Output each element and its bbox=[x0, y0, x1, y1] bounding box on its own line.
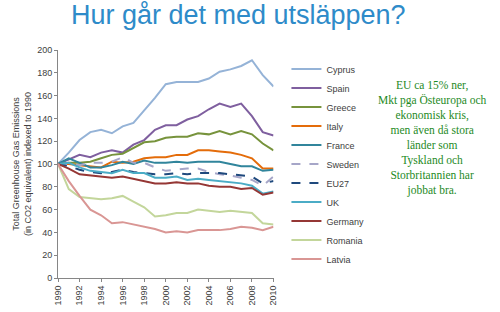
svg-text:Cyprus: Cyprus bbox=[326, 65, 355, 75]
svg-text:140: 140 bbox=[37, 114, 52, 124]
svg-text:180: 180 bbox=[37, 68, 52, 78]
svg-text:160: 160 bbox=[37, 91, 52, 101]
svg-text:1992: 1992 bbox=[74, 286, 84, 306]
svg-text:Romania: Romania bbox=[326, 236, 362, 246]
svg-text:2004: 2004 bbox=[204, 286, 214, 306]
svg-text:Greece: Greece bbox=[326, 103, 356, 113]
svg-text:200: 200 bbox=[37, 45, 52, 55]
svg-text:1996: 1996 bbox=[118, 286, 128, 306]
svg-text:1998: 1998 bbox=[139, 286, 149, 306]
svg-text:Total Greenhouse Gas Emissions: Total Greenhouse Gas Emissions(in CO2 eq… bbox=[11, 92, 33, 236]
svg-text:Spain: Spain bbox=[326, 84, 349, 94]
svg-text:Sweden: Sweden bbox=[326, 160, 359, 170]
svg-text:1990: 1990 bbox=[53, 286, 63, 306]
svg-text:Germany: Germany bbox=[326, 217, 364, 227]
svg-text:France: France bbox=[326, 141, 354, 151]
svg-text:1994: 1994 bbox=[96, 286, 106, 306]
svg-text:EU ca 15% ner,Mkt pga Östeurop: EU ca 15% ner,Mkt pga Östeuropa ochekono… bbox=[378, 79, 487, 197]
svg-text:EU27: EU27 bbox=[326, 179, 349, 189]
svg-text:Italy: Italy bbox=[326, 122, 343, 132]
svg-text:80: 80 bbox=[42, 182, 52, 192]
svg-text:Hur går det med utsläppen?: Hur går det med utsläppen? bbox=[71, 0, 406, 30]
svg-text:40: 40 bbox=[42, 228, 52, 238]
svg-text:20: 20 bbox=[42, 250, 52, 260]
svg-text:2006: 2006 bbox=[225, 286, 235, 306]
svg-text:2010: 2010 bbox=[268, 286, 278, 306]
svg-text:2002: 2002 bbox=[182, 286, 192, 306]
svg-text:0: 0 bbox=[47, 273, 52, 283]
svg-text:2008: 2008 bbox=[247, 286, 257, 306]
svg-text:100: 100 bbox=[37, 159, 52, 169]
svg-text:120: 120 bbox=[37, 136, 52, 146]
svg-text:2000: 2000 bbox=[161, 286, 171, 306]
svg-text:UK: UK bbox=[326, 198, 339, 208]
svg-text:Latvia: Latvia bbox=[326, 255, 350, 265]
svg-text:60: 60 bbox=[42, 205, 52, 215]
